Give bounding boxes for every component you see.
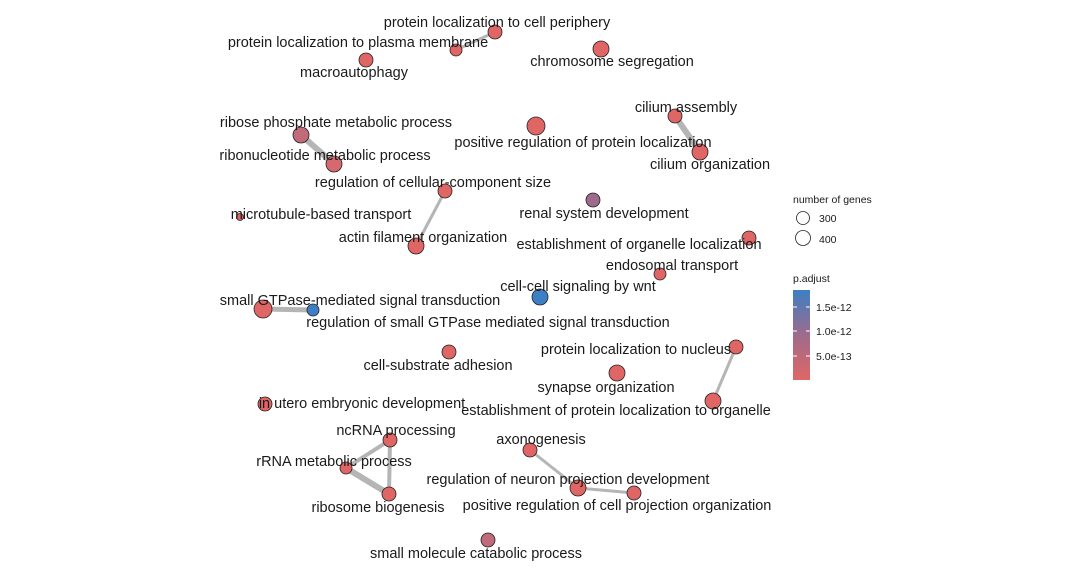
node-cell-substrate-adhesion[interactable]	[441, 344, 457, 360]
node-renal-system-development[interactable]	[585, 192, 601, 208]
node-label: protein localization to nucleus	[541, 342, 731, 358]
node-macroautophagy[interactable]	[358, 52, 374, 68]
node-microtubule-based-transport[interactable]	[236, 213, 244, 221]
size-legend-key-400	[795, 230, 811, 246]
node-establishment-organelle-localization[interactable]	[741, 230, 757, 246]
node-layer	[236, 24, 757, 548]
node-regulation-small-gtpase[interactable]	[306, 303, 320, 317]
edge-rrna-ribosome	[344, 465, 391, 497]
label-layer: protein localization to cell periphery p…	[219, 15, 771, 562]
node-label: establishment of organelle localization	[516, 237, 761, 253]
node-label: positive regulation of protein localizat…	[454, 135, 711, 151]
node-ribose-phosphate-metabolic[interactable]	[292, 126, 310, 144]
node-label: in utero embryonic development	[259, 396, 465, 412]
node-label: small molecule catabolic process	[370, 546, 582, 562]
color-legend-label: 1.0e-12	[816, 326, 852, 338]
node-synapse-organization[interactable]	[608, 364, 626, 382]
node-small-gtpase-signal-transduction[interactable]	[253, 299, 273, 319]
node-cilium-assembly[interactable]	[667, 108, 683, 124]
node-label: ribonucleotide metabolic process	[219, 148, 430, 164]
node-label: protein localization to cell periphery	[384, 15, 611, 31]
node-label: regulation of cellular-component size	[315, 175, 551, 191]
node-chromosome-segregation[interactable]	[592, 40, 610, 58]
node-label: renal system development	[519, 206, 688, 222]
node-protein-localization-cell-periphery[interactable]	[487, 24, 503, 40]
node-label: chromosome segregation	[530, 54, 694, 70]
node-axonogenesis[interactable]	[522, 442, 538, 458]
node-label: microtubule-based transport	[231, 207, 412, 223]
edge-ncrna-rrna	[344, 438, 392, 470]
node-label: actin filament organization	[339, 230, 507, 246]
edge-axonogenesis-neuron-projection	[529, 448, 579, 490]
color-legend-bar	[793, 290, 810, 380]
node-protein-localization-plasma-membrane[interactable]	[449, 43, 463, 57]
node-protein-localization-nucleus[interactable]	[728, 339, 744, 355]
node-cell-cell-signaling-wnt[interactable]	[531, 288, 549, 306]
edge-ncrna-ribosome	[387, 439, 392, 495]
legend: number of genes 300 400 p.adjust 1.5e-12…	[793, 194, 872, 380]
node-label: establishment of protein localization to…	[461, 403, 771, 419]
node-ribonucleotide-metabolic[interactable]	[325, 155, 343, 173]
node-small-molecule-catabolic[interactable]	[480, 532, 496, 548]
node-positive-regulation-protein-localization[interactable]	[526, 116, 546, 136]
node-in-utero-embryonic-development[interactable]	[257, 396, 273, 412]
node-label: small GTPase-mediated signal transductio…	[220, 293, 500, 309]
node-label: cilium organization	[650, 157, 770, 173]
node-regulation-neuron-projection-development[interactable]	[569, 479, 587, 497]
node-label: macroautophagy	[300, 65, 409, 81]
edge-component-size-actin	[414, 190, 447, 247]
node-label: ribosome biogenesis	[312, 500, 445, 516]
color-legend-label: 5.0e-13	[816, 351, 852, 363]
node-ribosome-biogenesis[interactable]	[381, 486, 397, 502]
node-label: regulation of neuron projection developm…	[427, 472, 710, 488]
node-label: cilium assembly	[635, 100, 738, 116]
node-label: endosomal transport	[606, 258, 738, 274]
node-label: ribose phosphate metabolic process	[220, 115, 452, 131]
color-legend-title: p.adjust	[793, 273, 830, 285]
edge-neuron-projection-cell-projection	[577, 486, 635, 495]
node-label: axonogenesis	[496, 432, 586, 448]
size-legend-label: 400	[819, 234, 837, 246]
node-establishment-protein-localization-organelle[interactable]	[704, 392, 722, 410]
node-label: cell-substrate adhesion	[363, 358, 512, 374]
node-rrna-metabolic-process[interactable]	[339, 461, 353, 475]
node-positive-regulation-cell-projection[interactable]	[626, 485, 642, 501]
node-ncrna-processing[interactable]	[382, 432, 398, 448]
size-legend-label: 300	[819, 213, 837, 225]
node-actin-filament-organization[interactable]	[407, 237, 425, 255]
color-legend-label: 1.5e-12	[816, 302, 852, 314]
node-label: cell-cell signaling by wnt	[500, 279, 656, 295]
node-label: synapse organization	[537, 380, 674, 396]
node-label: ncRNA processing	[336, 423, 455, 439]
size-legend-key-300	[796, 211, 810, 225]
size-legend-title: number of genes	[793, 194, 872, 206]
node-cilium-organization[interactable]	[691, 143, 709, 161]
node-label: protein localization to plasma membrane	[228, 35, 488, 51]
node-label: regulation of small GTPase mediated sign…	[306, 315, 670, 331]
node-regulation-cellular-component-size[interactable]	[437, 183, 453, 199]
node-label: rRNA metabolic process	[256, 454, 412, 470]
edge-nucleus-organelle	[711, 346, 738, 402]
node-label: positive regulation of cell projection o…	[463, 498, 772, 514]
node-endosomal-transport[interactable]	[653, 267, 667, 281]
